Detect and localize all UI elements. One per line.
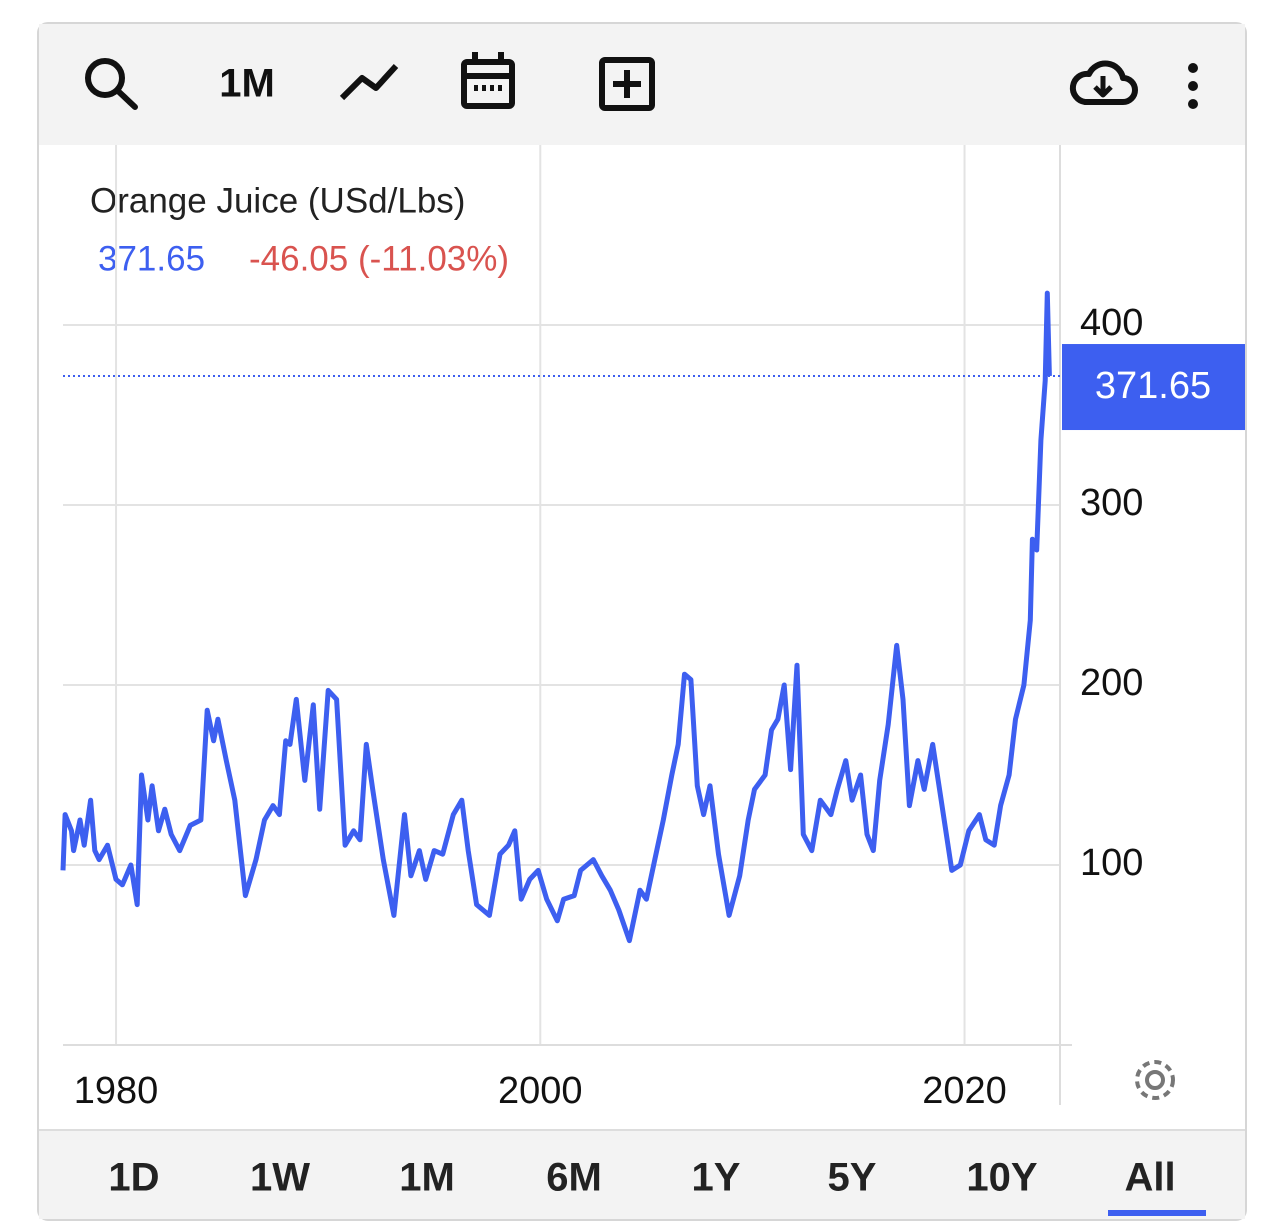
download-icon[interactable] <box>1069 60 1138 105</box>
x-tick-label: 1980 <box>74 1070 159 1112</box>
range-button[interactable]: 10Y <box>966 1156 1037 1200</box>
settings-icon[interactable] <box>1135 1060 1175 1100</box>
last-price-badge <box>1062 344 1245 431</box>
y-tick-label: 100 <box>1080 842 1143 884</box>
range-bar <box>39 1130 1245 1219</box>
x-tick-label: 2020 <box>922 1070 1007 1112</box>
chart-type-icon[interactable] <box>339 63 399 101</box>
chart-title: Orange Juice (USd/Lbs) <box>90 181 465 220</box>
card <box>37 22 1247 1221</box>
range-button[interactable]: 1W <box>250 1156 310 1200</box>
last-price: 371.65 <box>98 239 205 278</box>
x-tick-label: 2000 <box>498 1070 583 1112</box>
y-tick-label: 200 <box>1080 662 1143 704</box>
search-icon[interactable] <box>85 58 138 110</box>
y-tick-label: 300 <box>1080 482 1143 524</box>
range-button[interactable]: 1D <box>108 1156 159 1200</box>
interval-button[interactable]: 1M <box>219 62 275 106</box>
last-price-label: 371.65 <box>1095 365 1211 407</box>
range-button[interactable]: 5Y <box>828 1156 877 1200</box>
add-indicator-icon[interactable] <box>599 57 655 111</box>
y-tick-label: 400 <box>1080 302 1143 344</box>
price-line <box>60 290 1052 944</box>
active-underline <box>1108 1210 1206 1216</box>
calendar-icon[interactable] <box>461 52 515 109</box>
toolbar <box>39 24 1245 145</box>
price-change: -46.05 (-11.03%) <box>249 239 509 278</box>
range-button[interactable]: 6M <box>546 1156 602 1200</box>
range-button[interactable]: 1Y <box>692 1156 741 1200</box>
range-button[interactable]: 1M <box>399 1156 455 1200</box>
range-button[interactable]: All <box>1124 1156 1175 1200</box>
menu-icon[interactable] <box>1188 63 1198 109</box>
